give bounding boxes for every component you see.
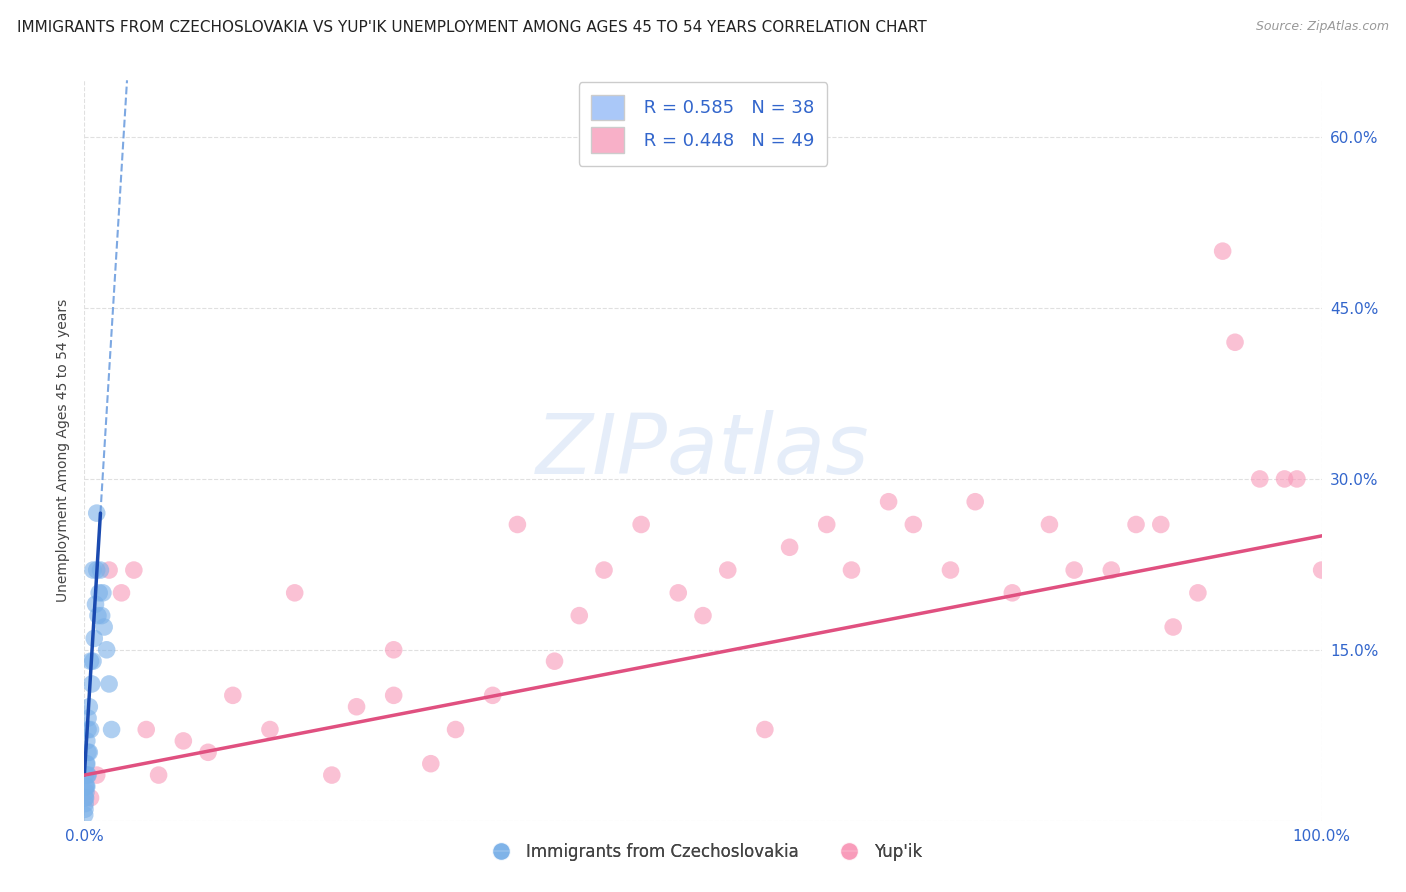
Point — [419, 756, 441, 771]
Point — [321, 768, 343, 782]
Point — [75, 797, 97, 811]
Point — [506, 517, 529, 532]
Point — [80, 677, 103, 691]
Point — [87, 608, 110, 623]
Point — [82, 654, 104, 668]
Point — [877, 494, 900, 508]
Point — [79, 699, 101, 714]
Point — [1274, 472, 1296, 486]
Point — [77, 768, 100, 782]
Point — [84, 597, 107, 611]
Point — [222, 689, 245, 703]
Point — [135, 723, 157, 737]
Point — [1038, 517, 1060, 532]
Text: ZIPatlas: ZIPatlas — [536, 410, 870, 491]
Text: Source: ZipAtlas.com: Source: ZipAtlas.com — [1256, 20, 1389, 33]
Point — [568, 608, 591, 623]
Point — [96, 642, 118, 657]
Point — [75, 768, 97, 782]
Point — [481, 689, 503, 703]
Point — [77, 711, 100, 725]
Point — [172, 734, 194, 748]
Point — [77, 723, 100, 737]
Point — [86, 563, 108, 577]
Point — [79, 745, 101, 759]
Point — [717, 563, 740, 577]
Point — [82, 563, 104, 577]
Point — [79, 654, 101, 668]
Point — [543, 654, 565, 668]
Point — [98, 563, 121, 577]
Point — [1063, 563, 1085, 577]
Point — [965, 494, 987, 508]
Point — [779, 541, 801, 555]
Point — [903, 517, 925, 532]
Point — [1161, 620, 1184, 634]
Point — [1187, 586, 1209, 600]
Point — [148, 768, 170, 782]
Point — [939, 563, 962, 577]
Point — [79, 723, 101, 737]
Point — [76, 734, 98, 748]
Point — [1099, 563, 1122, 577]
Point — [284, 586, 307, 600]
Point — [110, 586, 132, 600]
Point — [1125, 517, 1147, 532]
Point — [122, 563, 145, 577]
Point — [841, 563, 863, 577]
Point — [86, 506, 108, 520]
Point — [89, 563, 111, 577]
Point — [75, 780, 97, 794]
Point — [1150, 517, 1173, 532]
Point — [98, 677, 121, 691]
Point — [1285, 472, 1308, 486]
Point — [1001, 586, 1024, 600]
Point — [93, 620, 115, 634]
Point — [1223, 335, 1246, 350]
Point — [73, 808, 96, 822]
Point — [79, 790, 101, 805]
Point — [100, 723, 122, 737]
Legend: Immigrants from Czechoslovakia, Yup'ik: Immigrants from Czechoslovakia, Yup'ik — [478, 837, 928, 868]
Point — [630, 517, 652, 532]
Point — [83, 632, 105, 646]
Point — [90, 608, 112, 623]
Point — [89, 586, 111, 600]
Point — [91, 586, 114, 600]
Text: IMMIGRANTS FROM CZECHOSLOVAKIA VS YUP'IK UNEMPLOYMENT AMONG AGES 45 TO 54 YEARS : IMMIGRANTS FROM CZECHOSLOVAKIA VS YUP'IK… — [17, 20, 927, 35]
Point — [444, 723, 467, 737]
Point — [1212, 244, 1234, 259]
Point — [666, 586, 689, 600]
Y-axis label: Unemployment Among Ages 45 to 54 years: Unemployment Among Ages 45 to 54 years — [56, 299, 70, 602]
Point — [346, 699, 368, 714]
Point — [259, 723, 281, 737]
Point — [692, 608, 714, 623]
Point — [75, 785, 97, 799]
Point — [382, 642, 405, 657]
Point — [73, 790, 96, 805]
Point — [593, 563, 616, 577]
Point — [1249, 472, 1271, 486]
Point — [73, 802, 96, 816]
Point — [197, 745, 219, 759]
Point — [754, 723, 776, 737]
Point — [76, 768, 98, 782]
Point — [76, 780, 98, 794]
Point — [75, 780, 97, 794]
Point — [77, 745, 100, 759]
Point — [76, 756, 98, 771]
Point — [86, 768, 108, 782]
Point — [75, 790, 97, 805]
Point — [815, 517, 838, 532]
Point — [382, 689, 405, 703]
Point — [75, 756, 97, 771]
Point — [1310, 563, 1333, 577]
